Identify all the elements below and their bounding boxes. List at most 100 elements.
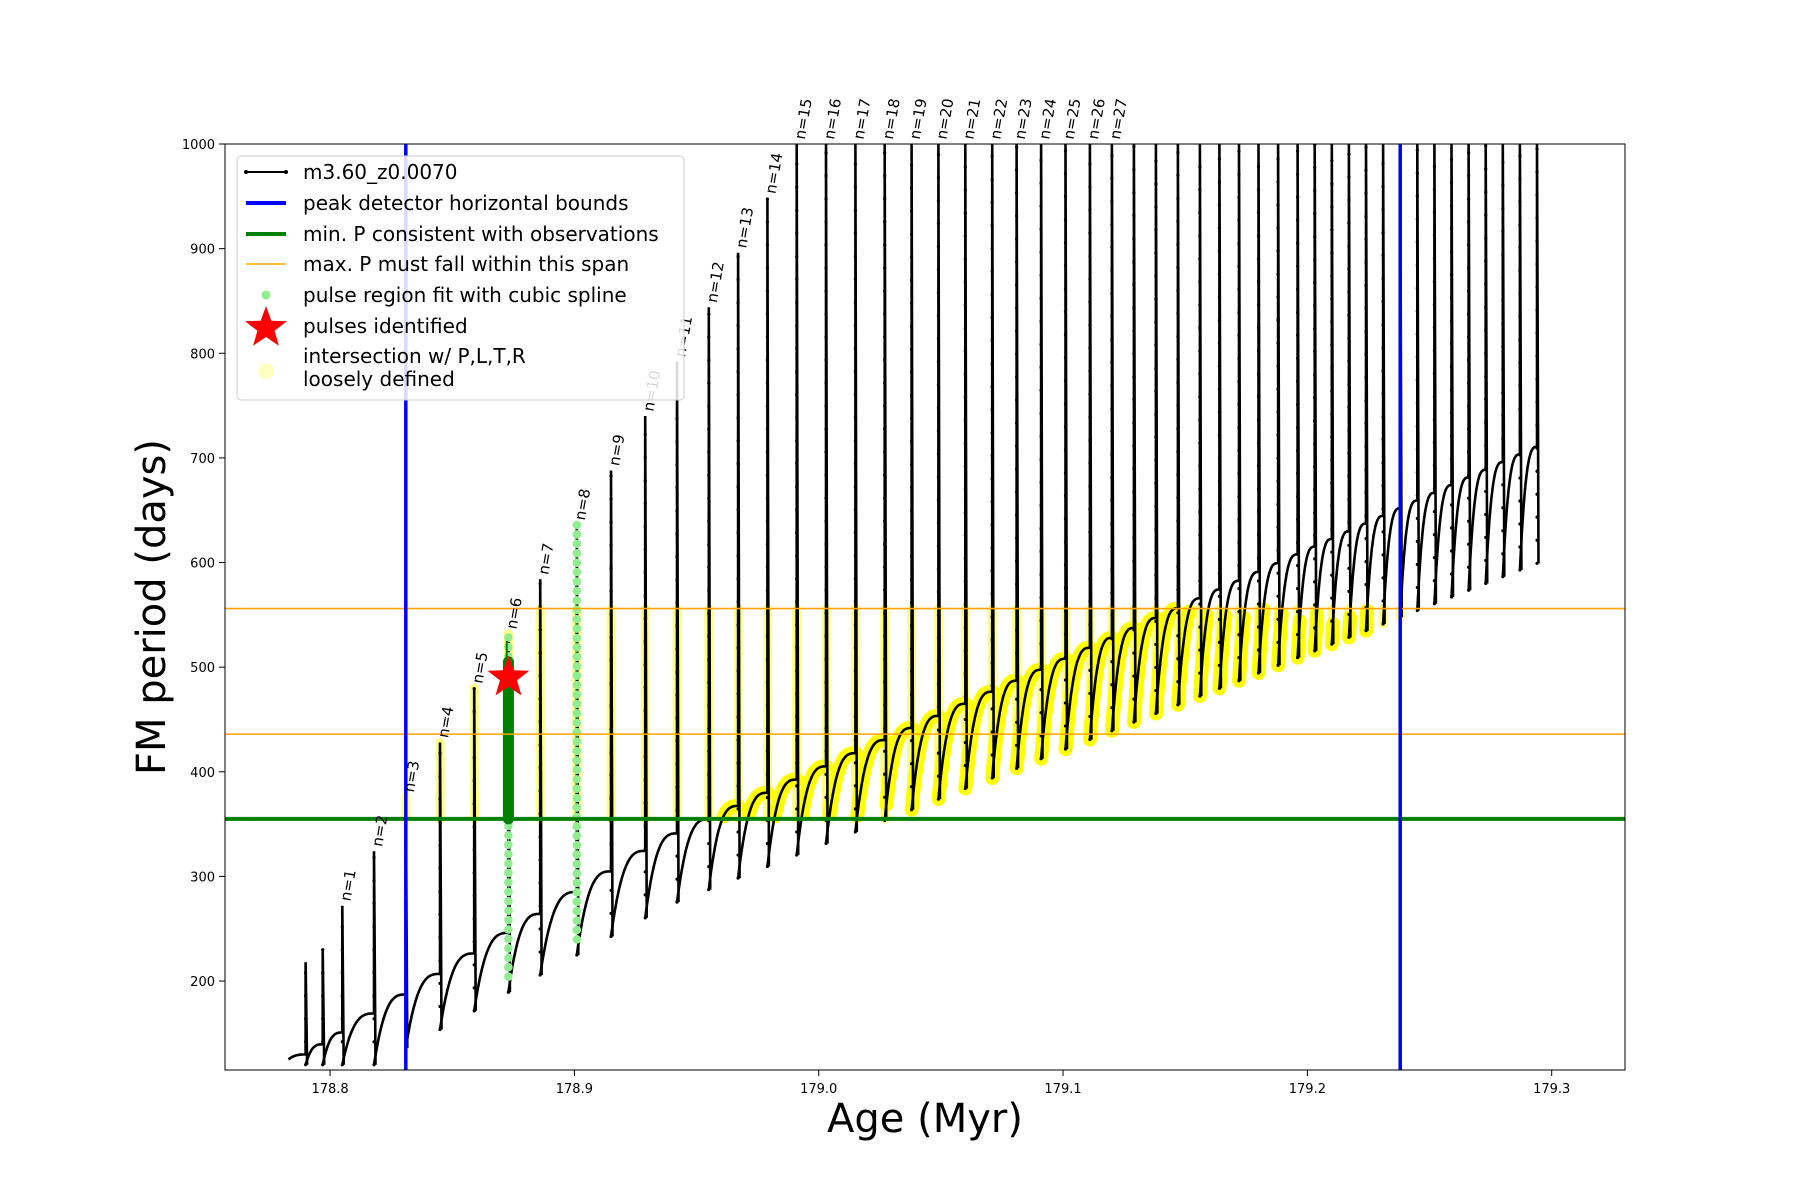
track-segment [1257, 144, 1281, 674]
track-point [883, 473, 887, 477]
track-point [1063, 287, 1068, 291]
track-point [1535, 331, 1539, 335]
track-point [1432, 233, 1437, 238]
legend-label: min. P consistent with observations [303, 222, 659, 246]
spline-point [572, 596, 582, 605]
track-point [1154, 481, 1158, 485]
track-point [472, 686, 476, 691]
track-point [853, 415, 857, 420]
track-point [1484, 213, 1488, 217]
track-point [1176, 242, 1180, 247]
track-point [340, 971, 344, 975]
track-point [1330, 550, 1334, 554]
track-point [765, 749, 770, 754]
track-point [1237, 425, 1241, 430]
spline-point [572, 709, 582, 718]
track-point [990, 730, 994, 734]
track-point [1432, 417, 1437, 422]
track-point [1484, 190, 1488, 194]
track-point [1432, 487, 1437, 491]
track-point [1015, 237, 1019, 241]
track-point [1449, 204, 1454, 208]
track-point [1256, 556, 1261, 560]
track-point [1330, 320, 1334, 324]
track-point [1256, 395, 1261, 399]
track-point [1501, 344, 1505, 349]
spline-point [572, 539, 582, 549]
track-point [765, 841, 770, 846]
track-point [736, 669, 740, 673]
track-point [853, 162, 857, 166]
track-point [1237, 149, 1241, 153]
track-point [853, 531, 857, 535]
track-point [1296, 287, 1300, 291]
track-point [1088, 415, 1092, 419]
track-point [1484, 535, 1488, 540]
track-point [643, 616, 647, 621]
track-point [795, 761, 799, 765]
track-point [1217, 502, 1222, 506]
track-segment [854, 144, 888, 833]
track-point [1449, 342, 1454, 346]
track-point [1347, 497, 1351, 501]
track-point [853, 692, 857, 696]
track-point [372, 879, 376, 883]
track-point [1217, 548, 1222, 552]
spline-point [572, 906, 582, 916]
track-point [1176, 542, 1180, 546]
track-point [824, 703, 828, 707]
legend-entry: m3.60_z0.0070 [244, 160, 458, 184]
track-point [1415, 539, 1419, 544]
track-point [1381, 184, 1385, 189]
track-point [675, 877, 679, 881]
track-point [1063, 402, 1068, 406]
y-tick-label: 200 [190, 975, 215, 990]
track-point [1039, 388, 1043, 392]
track-point [1501, 529, 1505, 533]
track-point [824, 680, 828, 684]
track-point [1256, 372, 1261, 376]
track-point [909, 278, 914, 282]
track-point [883, 588, 887, 592]
track-point [538, 628, 542, 632]
track-point [1535, 170, 1539, 174]
track-point [1381, 207, 1385, 212]
spline-point [572, 831, 582, 841]
track-point [1381, 530, 1385, 534]
track-point [1535, 308, 1539, 312]
track-point [707, 427, 711, 431]
track-point [853, 554, 857, 558]
track-point [538, 927, 542, 931]
track-point [1132, 651, 1136, 655]
track-point [609, 681, 613, 685]
track-point [1015, 697, 1019, 701]
track-point [909, 554, 914, 559]
track-point [1381, 553, 1385, 557]
track-point [1330, 228, 1334, 232]
track-point [1237, 333, 1241, 338]
track-point [643, 847, 647, 851]
track-point [675, 578, 679, 582]
track-point [1347, 474, 1351, 478]
track-point [963, 671, 967, 676]
track-point [1484, 351, 1488, 355]
track-point [1110, 475, 1114, 480]
track-point [1217, 525, 1222, 529]
track-point [1467, 496, 1471, 500]
y-tick-label: 700 [190, 452, 215, 467]
track-point [1176, 403, 1180, 408]
track-point [909, 186, 914, 190]
track-point [1313, 211, 1317, 216]
track-point [1154, 251, 1158, 255]
track-point [1237, 541, 1241, 545]
spline-point [572, 614, 582, 624]
track-point [472, 756, 476, 760]
track-point [1313, 557, 1317, 561]
track-point [1063, 356, 1068, 360]
track-point [1518, 453, 1522, 457]
track-point [1347, 405, 1351, 409]
track-point [609, 543, 613, 547]
track-point [824, 174, 828, 178]
track-point [1432, 325, 1437, 330]
track-point [1347, 198, 1351, 202]
